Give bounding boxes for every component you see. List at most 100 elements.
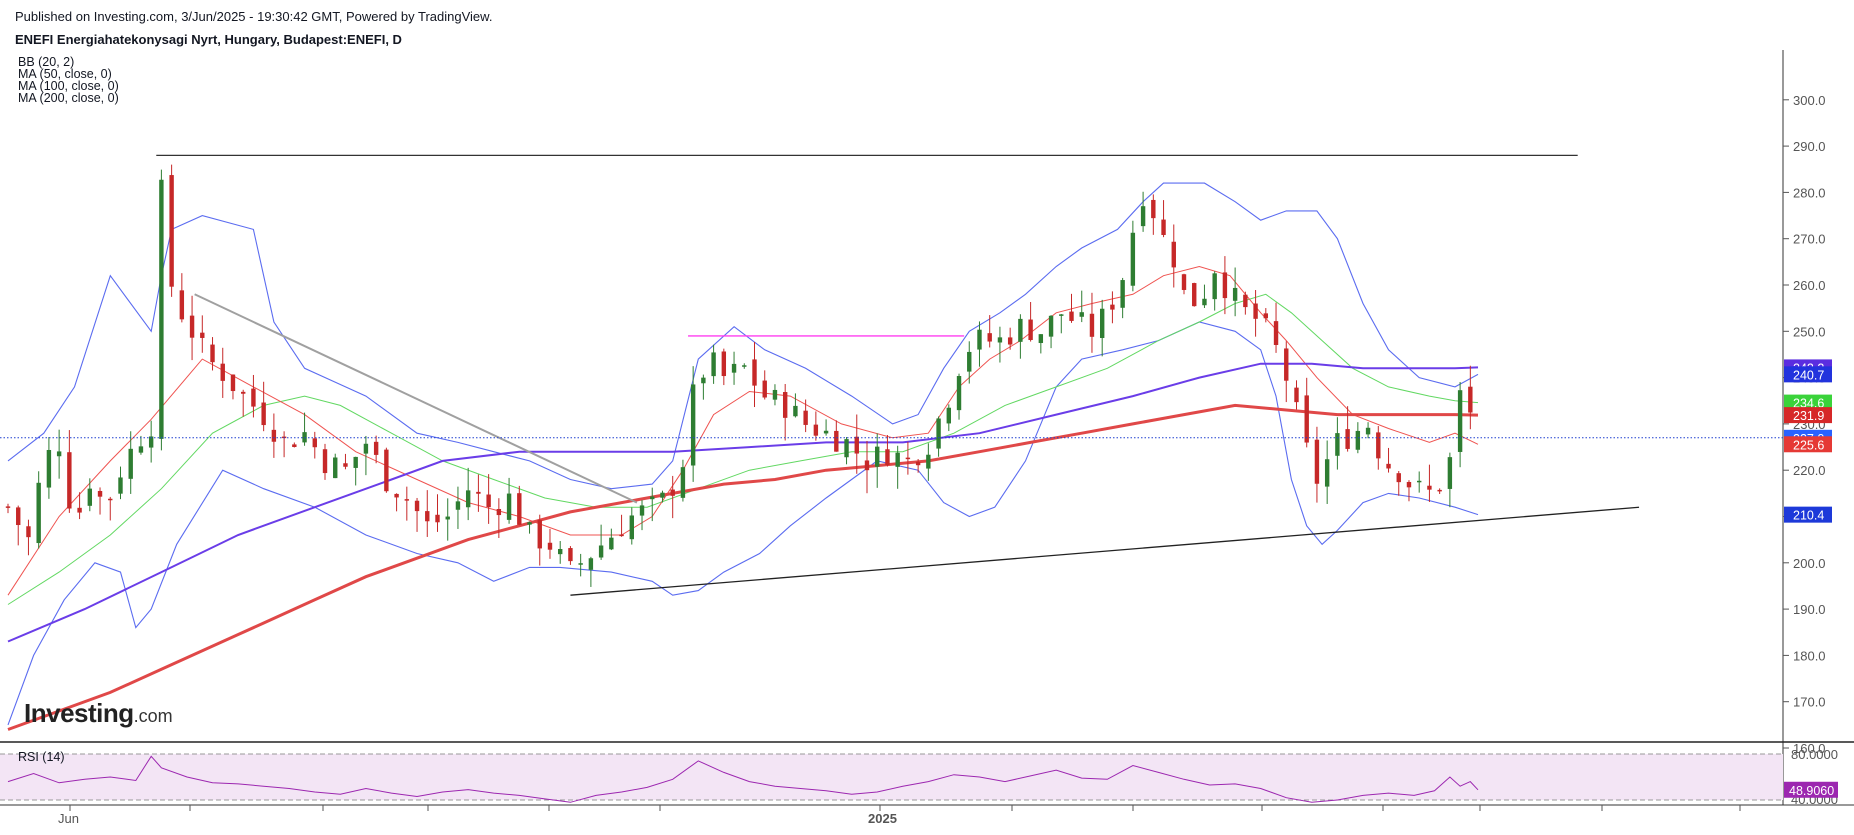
- candle-body: [711, 352, 716, 377]
- rsi-upper-label: 80.0000: [1791, 747, 1838, 762]
- candle-body: [169, 175, 174, 287]
- candle-body: [1059, 314, 1064, 316]
- candle-body: [1396, 473, 1401, 483]
- indicator-bb[interactable]: BB (20, 2): [18, 55, 75, 69]
- candle-body: [5, 506, 11, 508]
- trendline-support: [570, 506, 1640, 596]
- candle-body: [128, 448, 133, 479]
- candle-body: [997, 337, 1003, 343]
- candle-body: [353, 456, 358, 468]
- candle-body: [1437, 489, 1442, 492]
- candle-body: [782, 392, 788, 418]
- candle-body: [1028, 319, 1033, 341]
- candle-body: [813, 424, 819, 436]
- candle-body: [1048, 315, 1054, 337]
- candle-body: [363, 443, 369, 454]
- candle-body: [230, 374, 236, 392]
- rsi-label: RSI (14): [18, 750, 65, 764]
- candle-body: [292, 444, 297, 447]
- candle-body: [1304, 395, 1309, 443]
- candle-body: [721, 351, 727, 377]
- candle-body: [16, 507, 21, 526]
- price-tag-label: 210.4: [1793, 509, 1824, 523]
- indicator-ma200[interactable]: MA (200, close, 0): [18, 91, 119, 105]
- candle-body: [936, 418, 941, 449]
- candle-body: [701, 377, 706, 384]
- candle-body: [1365, 427, 1371, 435]
- trendline-down-trend: [194, 293, 638, 504]
- candle-body: [558, 548, 563, 555]
- x-label-jun: Jun: [58, 811, 79, 826]
- candle-body: [987, 333, 992, 342]
- candle-body: [537, 520, 542, 549]
- candle-body: [77, 507, 82, 513]
- candle-body: [496, 508, 502, 516]
- candle-body: [404, 499, 410, 501]
- candle-body: [527, 522, 532, 525]
- candle-body: [977, 329, 982, 350]
- candle-body: [915, 461, 921, 466]
- candle-body: [1376, 432, 1381, 459]
- candle-body: [619, 534, 624, 537]
- candle-body: [148, 436, 154, 448]
- candle-body: [384, 449, 389, 492]
- candle-body: [1314, 439, 1320, 484]
- candle-body: [517, 493, 522, 525]
- candle-body: [1171, 241, 1176, 268]
- rsi-value-label: 48.9060: [1789, 784, 1834, 798]
- candle-body: [1038, 334, 1044, 344]
- candle-body: [1018, 318, 1023, 342]
- indicator-ma50[interactable]: MA (50, close, 0): [18, 67, 112, 81]
- ma200-red-line: [7, 403, 1479, 731]
- price-tag-3: [1784, 407, 1832, 424]
- y-tick-label: 300.0: [1793, 93, 1826, 108]
- candle-body: [588, 558, 594, 570]
- candle-body: [905, 457, 911, 460]
- candle-body: [1140, 206, 1146, 227]
- candle-body: [1161, 219, 1166, 235]
- candle-body: [895, 452, 900, 467]
- candle-body: [1232, 287, 1238, 301]
- candle-body: [1222, 272, 1228, 299]
- candle-body: [731, 363, 737, 373]
- candle-body: [302, 432, 307, 443]
- y-tick-label: 220.0: [1793, 463, 1826, 478]
- candle-body: [793, 405, 798, 417]
- candle-body: [854, 436, 859, 454]
- candle-body: [333, 457, 338, 479]
- candle-body: [200, 332, 205, 338]
- candle-body: [445, 516, 450, 520]
- candle-body: [885, 449, 890, 466]
- candle-body: [639, 505, 645, 516]
- candle-body: [1099, 308, 1105, 339]
- candle-body: [823, 430, 829, 434]
- candle-body: [1212, 273, 1217, 300]
- candle-body: [455, 501, 461, 510]
- candle-body: [1202, 298, 1207, 306]
- bollinger-upper-line: [7, 182, 1479, 490]
- candle-body: [660, 492, 665, 498]
- candle-body: [1457, 390, 1463, 452]
- candle-body: [486, 494, 491, 508]
- investing-logo: Investing.com: [24, 698, 173, 729]
- candle-body: [118, 477, 123, 494]
- candle-body: [476, 491, 481, 494]
- candle-body: [1294, 387, 1299, 403]
- rsi-band: [0, 754, 1783, 800]
- price-tag-1: [1784, 366, 1832, 383]
- indicator-ma100[interactable]: MA (100, close, 0): [18, 79, 119, 93]
- price-tag-5: [1784, 436, 1832, 453]
- candle-body: [87, 488, 93, 506]
- candle-body: [414, 500, 420, 512]
- bollinger-lower-line: [7, 321, 1479, 726]
- candle-body: [1324, 459, 1330, 487]
- candle-body: [1468, 386, 1473, 413]
- y-tick-label: 290.0: [1793, 139, 1826, 154]
- candle-body: [680, 467, 686, 498]
- candle-body: [26, 526, 31, 538]
- candle-body: [251, 388, 256, 407]
- candle-body: [1386, 463, 1391, 469]
- candle-body: [220, 363, 225, 381]
- candle-body: [1417, 480, 1422, 483]
